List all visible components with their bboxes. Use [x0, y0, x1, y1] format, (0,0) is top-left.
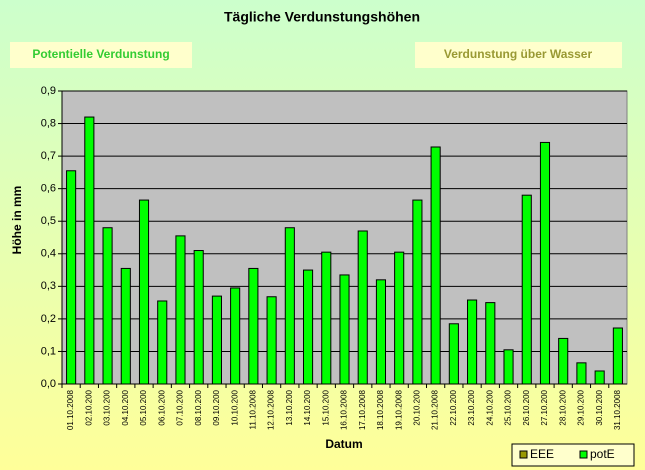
x-tick-label: 05.10.200 [139, 389, 148, 425]
annotation: Potentielle Verdunstung [32, 47, 169, 61]
y-axis-label: Höhe in mm [10, 186, 24, 255]
bar [138, 199, 150, 385]
bar [157, 300, 168, 385]
x-tick-label: 15.10.200 [321, 389, 330, 425]
x-tick-label: 20.10.200 [413, 389, 422, 425]
x-tick-label: 25.10.200 [504, 389, 513, 425]
bar [357, 230, 368, 385]
y-tick-label: 0,9 [41, 85, 56, 97]
bar [175, 235, 186, 385]
bar [594, 370, 605, 385]
bar [230, 287, 241, 385]
bar [248, 267, 259, 385]
bar [485, 302, 496, 385]
legend-box [511, 443, 635, 467]
x-tick-label: 29.10.200 [577, 389, 586, 425]
x-tick-label: 14.10.200 [303, 389, 312, 425]
legend-swatch [579, 450, 588, 459]
annotation-box [10, 42, 192, 68]
bar [521, 194, 532, 385]
y-tick-label: 0,2 [41, 313, 56, 325]
x-tick-label: 01.10.2008 [66, 389, 75, 430]
bar [84, 116, 95, 385]
legend-label: potE [590, 447, 615, 461]
x-tick-label: 19.10.2008 [394, 389, 403, 430]
bar [558, 337, 569, 385]
bar [612, 327, 623, 385]
y-tick-label: 0,7 [41, 150, 56, 162]
x-tick-label: 18.10.2008 [376, 389, 385, 430]
bar [448, 323, 459, 385]
annotation: Verdunstung über Wasser [444, 47, 593, 61]
bar [193, 250, 204, 385]
x-tick-label: 04.10.200 [121, 389, 130, 425]
bar [503, 349, 514, 385]
x-tick-label: 10.10.200 [230, 389, 239, 425]
x-tick-label: 11.10.2008 [248, 389, 257, 429]
bar [576, 362, 587, 385]
bar [430, 146, 441, 385]
legend-label: EEE [530, 447, 554, 461]
bar [394, 251, 405, 385]
bar [375, 279, 387, 385]
x-tick-label: 06.10.200 [157, 389, 166, 425]
chart-title: Tägliche Verdunstungshöhen [224, 9, 420, 25]
bar [120, 267, 131, 385]
x-tick-label: 23.10.200 [467, 389, 476, 425]
x-axis-label: Datum [325, 437, 362, 451]
x-tick-label: 21.10.2008 [431, 389, 440, 430]
x-tick-label: 26.10.200 [522, 389, 531, 425]
bar [539, 141, 551, 385]
y-tick-label: 0,1 [41, 345, 56, 357]
bar [211, 295, 222, 385]
bar [467, 299, 478, 385]
y-tick-label: 0,6 [41, 183, 56, 195]
x-tick-label: 12.10.2008 [267, 389, 276, 430]
bar [102, 227, 113, 385]
annotation-box [415, 42, 622, 68]
x-tick-label: 13.10.200 [285, 389, 294, 425]
bar [339, 274, 350, 385]
y-tick-label: 0,3 [41, 280, 56, 292]
x-tick-label: 27.10.200 [540, 389, 549, 425]
bar [321, 251, 332, 385]
x-tick-label: 03.10.200 [103, 389, 112, 425]
x-tick-label: 30.10.200 [595, 389, 604, 425]
legend-swatch [519, 450, 528, 459]
bar [284, 227, 295, 385]
x-tick-label: 28.10.200 [558, 389, 567, 425]
x-tick-label: 24.10.200 [485, 389, 494, 425]
bar [66, 170, 77, 385]
y-tick-label: 0,8 [41, 117, 56, 129]
x-tick-label: 31.10.2008 [613, 389, 622, 430]
bar [302, 269, 314, 385]
bar [266, 296, 277, 385]
x-tick-label: 09.10.200 [212, 389, 221, 425]
x-tick-label: 22.10.200 [449, 389, 458, 425]
x-tick-label: 17.10.2008 [358, 389, 367, 430]
x-tick-label: 16.10.2008 [340, 389, 349, 430]
x-tick-label: 02.10.200 [84, 389, 93, 425]
x-tick-label: 07.10.200 [176, 389, 185, 425]
y-tick-label: 0,4 [41, 248, 56, 260]
x-tick-label: 08.10.200 [194, 389, 203, 425]
y-tick-label: 0,5 [41, 215, 56, 227]
bar [412, 199, 423, 385]
y-tick-label: 0,0 [41, 378, 56, 390]
